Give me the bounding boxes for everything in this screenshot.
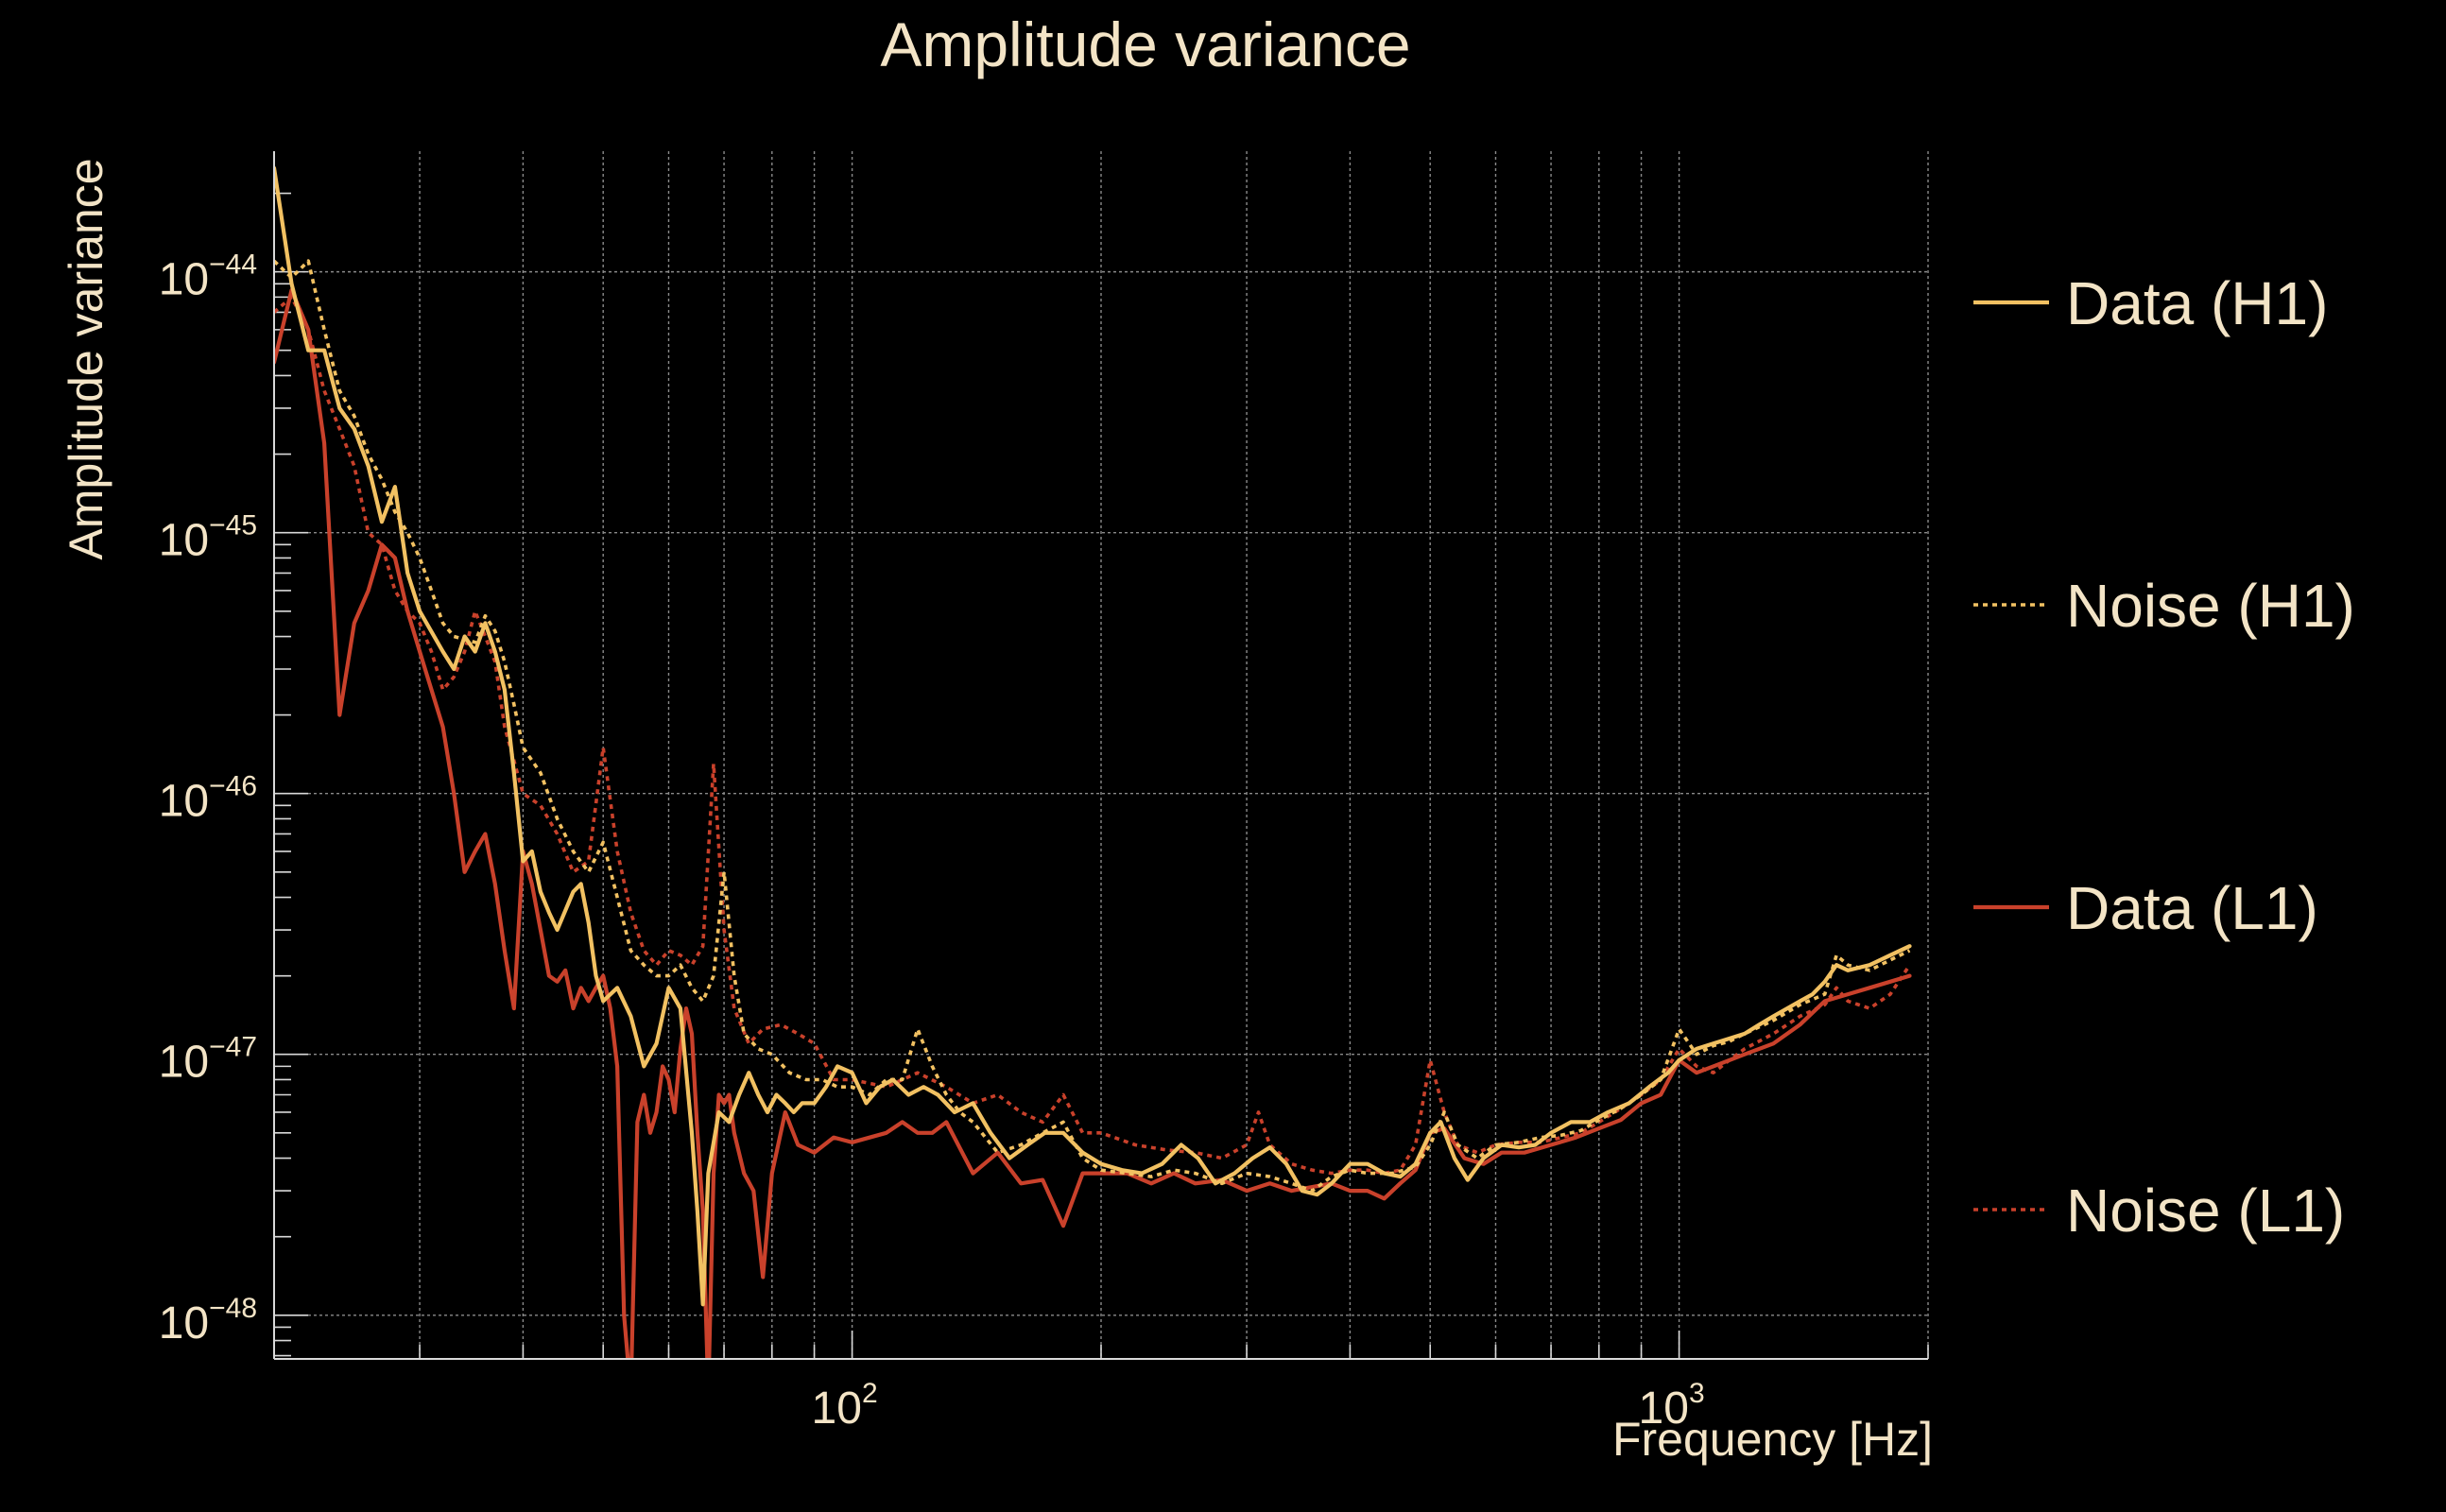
- y-tick-label: 10−48: [159, 1293, 257, 1349]
- x-tick-labels: 102 103: [812, 1378, 1705, 1434]
- chart-legend: Data (H1) Noise (H1) Data (L1) Noise (L1): [1973, 269, 2355, 1245]
- series-line-noise-h1: [274, 259, 1911, 1193]
- chart-title: Amplitude variance: [880, 9, 1410, 79]
- series-line-data-l1: [274, 288, 1912, 1359]
- chart-ticks: [273, 192, 1929, 1359]
- y-axis-label: Amplitude variance: [60, 158, 112, 559]
- y-tick-label: 10−46: [159, 771, 257, 827]
- y-tick-label: 10−47: [159, 1032, 257, 1088]
- y-tick-label: 10−44: [159, 249, 257, 305]
- x-tick-label: 103: [1639, 1378, 1705, 1434]
- x-axis-label: Frequency [Hz]: [1612, 1413, 1933, 1466]
- y-tick-label: 10−45: [159, 510, 257, 566]
- chart-axes: [273, 151, 1928, 1360]
- legend-label: Data (H1): [2066, 269, 2328, 337]
- legend-label: Noise (H1): [2066, 572, 2355, 640]
- legend-label: Data (L1): [2066, 874, 2318, 942]
- y-tick-labels: 10−44 10−45 10−46 10−47 10−48: [159, 249, 257, 1349]
- series-line-noise-l1: [274, 295, 1911, 1176]
- legend-label: Noise (L1): [2066, 1177, 2345, 1245]
- series-line-data-h1: [274, 165, 1912, 1307]
- x-tick-label: 102: [812, 1378, 878, 1434]
- plot-series: [274, 165, 1912, 1359]
